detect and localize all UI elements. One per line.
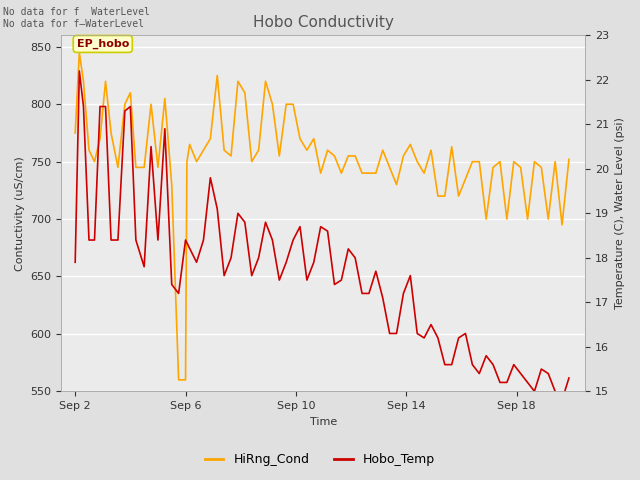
Legend: HiRng_Cond, Hobo_Temp: HiRng_Cond, Hobo_Temp [200,448,440,471]
X-axis label: Time: Time [310,417,337,427]
Title: Hobo Conductivity: Hobo Conductivity [253,15,394,30]
Text: No data for f—WaterLevel: No data for f—WaterLevel [3,19,144,29]
Text: No data for f  WaterLevel: No data for f WaterLevel [3,7,150,17]
Y-axis label: Contuctivity (uS/cm): Contuctivity (uS/cm) [15,156,25,271]
Text: EP_hobo: EP_hobo [77,39,129,49]
Y-axis label: Temperature (C), Water Level (psi): Temperature (C), Water Level (psi) [615,118,625,309]
